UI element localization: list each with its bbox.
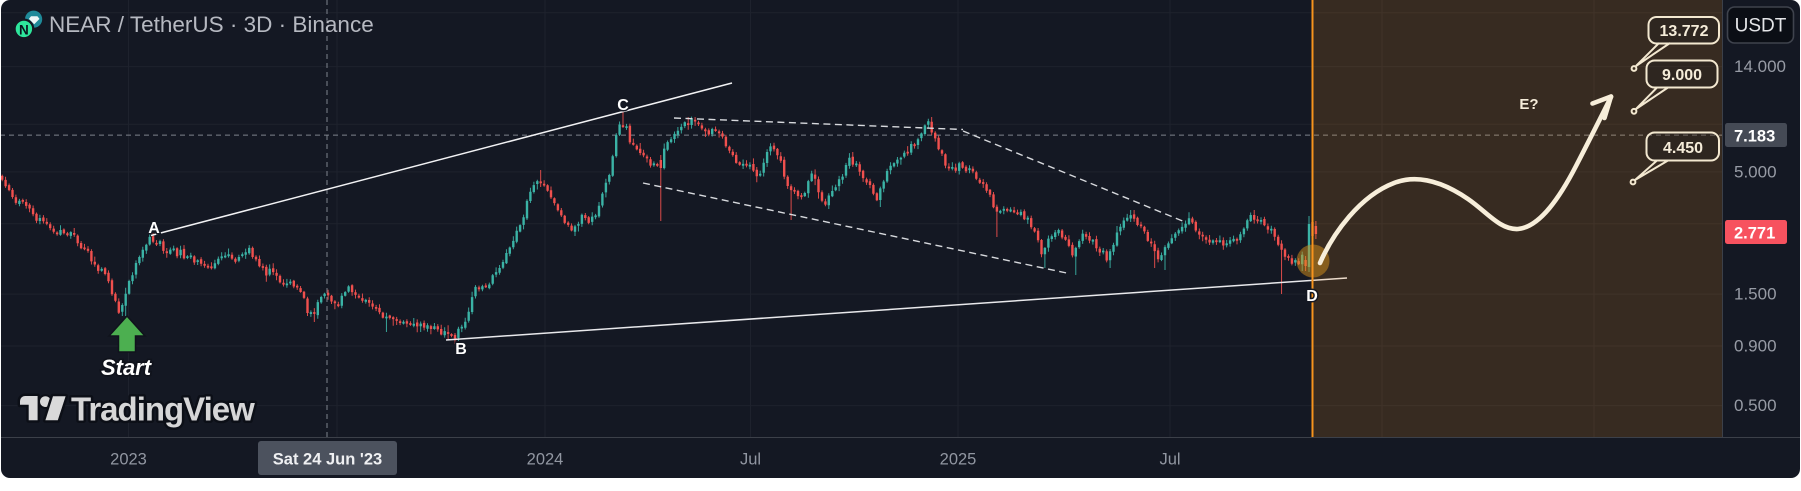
svg-text:14.000: 14.000 [1734,57,1786,76]
svg-text:TradingView: TradingView [71,391,255,428]
svg-text:D: D [1306,288,1318,305]
svg-text:NEAR / TetherUS · 3D · Binance: NEAR / TetherUS · 3D · Binance [49,12,374,37]
svg-text:Jul: Jul [740,451,761,469]
svg-text:2023: 2023 [110,451,147,469]
svg-text:0.500: 0.500 [1734,396,1777,415]
svg-text:2025: 2025 [940,451,977,469]
svg-text:9.000: 9.000 [1662,67,1702,84]
svg-text:13.772: 13.772 [1660,23,1709,40]
svg-text:Start: Start [101,355,153,380]
svg-text:A: A [148,220,160,237]
svg-text:Sat 24 Jun '23: Sat 24 Jun '23 [273,451,382,469]
svg-text:2024: 2024 [527,451,564,469]
svg-text:Jul: Jul [1159,451,1180,469]
svg-text:2.771: 2.771 [1734,225,1775,243]
svg-text:C: C [617,97,629,114]
svg-text:0.900: 0.900 [1734,337,1777,356]
svg-text:B: B [455,341,467,358]
svg-text:7.183: 7.183 [1734,128,1775,146]
svg-text:5.000: 5.000 [1734,163,1777,182]
svg-text:1.500: 1.500 [1734,285,1777,304]
svg-text:4.450: 4.450 [1663,140,1703,157]
svg-text:N: N [19,22,29,37]
svg-text:E?: E? [1519,96,1538,113]
svg-text:USDT: USDT [1735,16,1787,37]
